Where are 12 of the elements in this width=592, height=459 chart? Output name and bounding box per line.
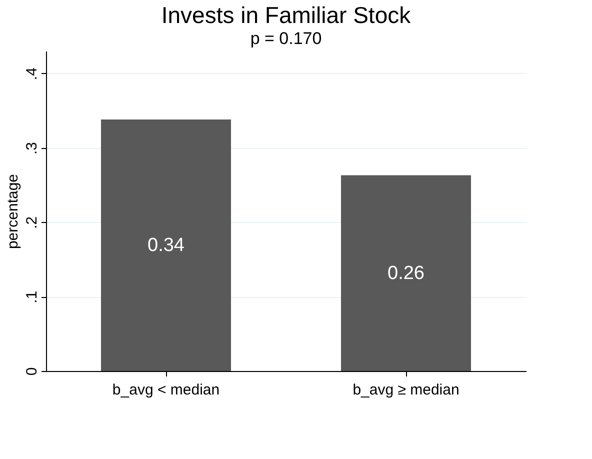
data-label: 0.26 bbox=[388, 263, 424, 284]
y-tick-label: 0 bbox=[24, 367, 40, 376]
x-tick-label: b_avg < median bbox=[112, 382, 220, 398]
chart-subtitle: p = 0.170 bbox=[250, 29, 322, 48]
chart-title: Invests in Familiar Stock bbox=[161, 2, 412, 28]
data-label: 0.34 bbox=[148, 235, 185, 256]
y-tick-label: .4 bbox=[24, 68, 40, 80]
y-tick-label: .3 bbox=[24, 142, 40, 154]
y-tick-label: .2 bbox=[24, 216, 40, 229]
y-axis-title: percentage bbox=[4, 174, 22, 250]
x-tick-label: b_avg ≥ median bbox=[352, 382, 460, 398]
y-tick-label: .1 bbox=[24, 290, 40, 304]
